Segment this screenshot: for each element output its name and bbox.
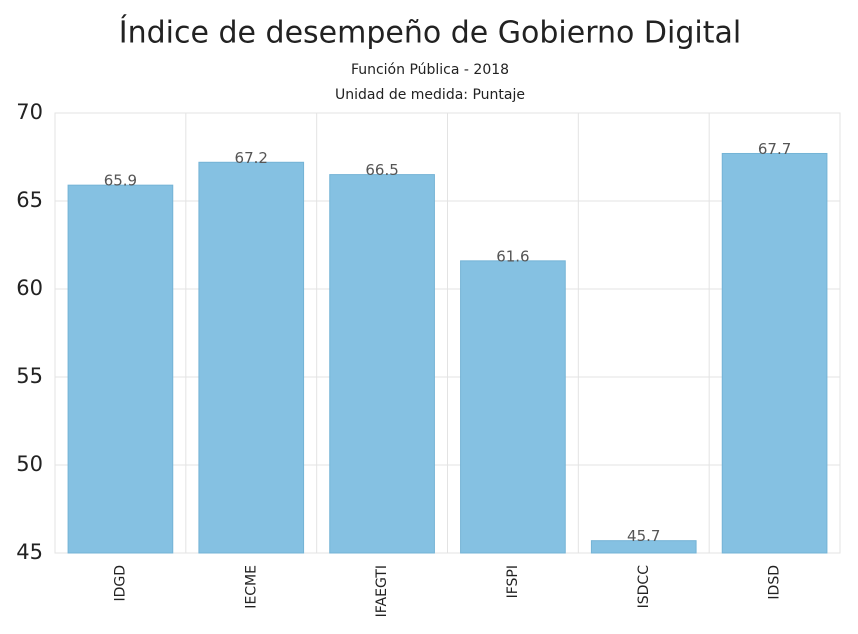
- x-tick-label: ISDCC: [636, 565, 652, 609]
- data-label: 61.6: [496, 247, 529, 265]
- chart-subtitle: Función Pública - 2018: [351, 62, 509, 78]
- y-tick-label: 65: [16, 188, 43, 212]
- bar: [67, 184, 174, 554]
- bar: [329, 174, 435, 554]
- y-tick-label: 55: [16, 364, 43, 388]
- bar: [460, 260, 566, 554]
- bar: [590, 540, 697, 554]
- bar: [198, 161, 305, 554]
- y-tick-label: 45: [16, 540, 43, 564]
- data-label: 66.5: [365, 161, 398, 179]
- x-tick-label: IDGD: [112, 565, 128, 602]
- chart-subtitle: Unidad de medida: Puntaje: [335, 87, 525, 103]
- data-label: 65.9: [104, 172, 137, 190]
- x-tick-label: IECME: [243, 565, 259, 609]
- x-tick-label: IFAEGTI: [374, 565, 390, 617]
- y-tick-label: 50: [16, 452, 43, 476]
- data-label: 67.7: [758, 140, 791, 158]
- data-label: 45.7: [627, 527, 660, 545]
- bar: [721, 152, 828, 554]
- y-tick-label: 60: [16, 276, 43, 300]
- chart-title: Índice de desempeño de Gobierno Digital: [119, 15, 741, 51]
- data-label: 67.2: [235, 149, 268, 167]
- y-tick-label: 70: [16, 100, 43, 124]
- x-tick-label: IDSD: [767, 565, 783, 600]
- x-tick-label: IFSPI: [505, 565, 521, 598]
